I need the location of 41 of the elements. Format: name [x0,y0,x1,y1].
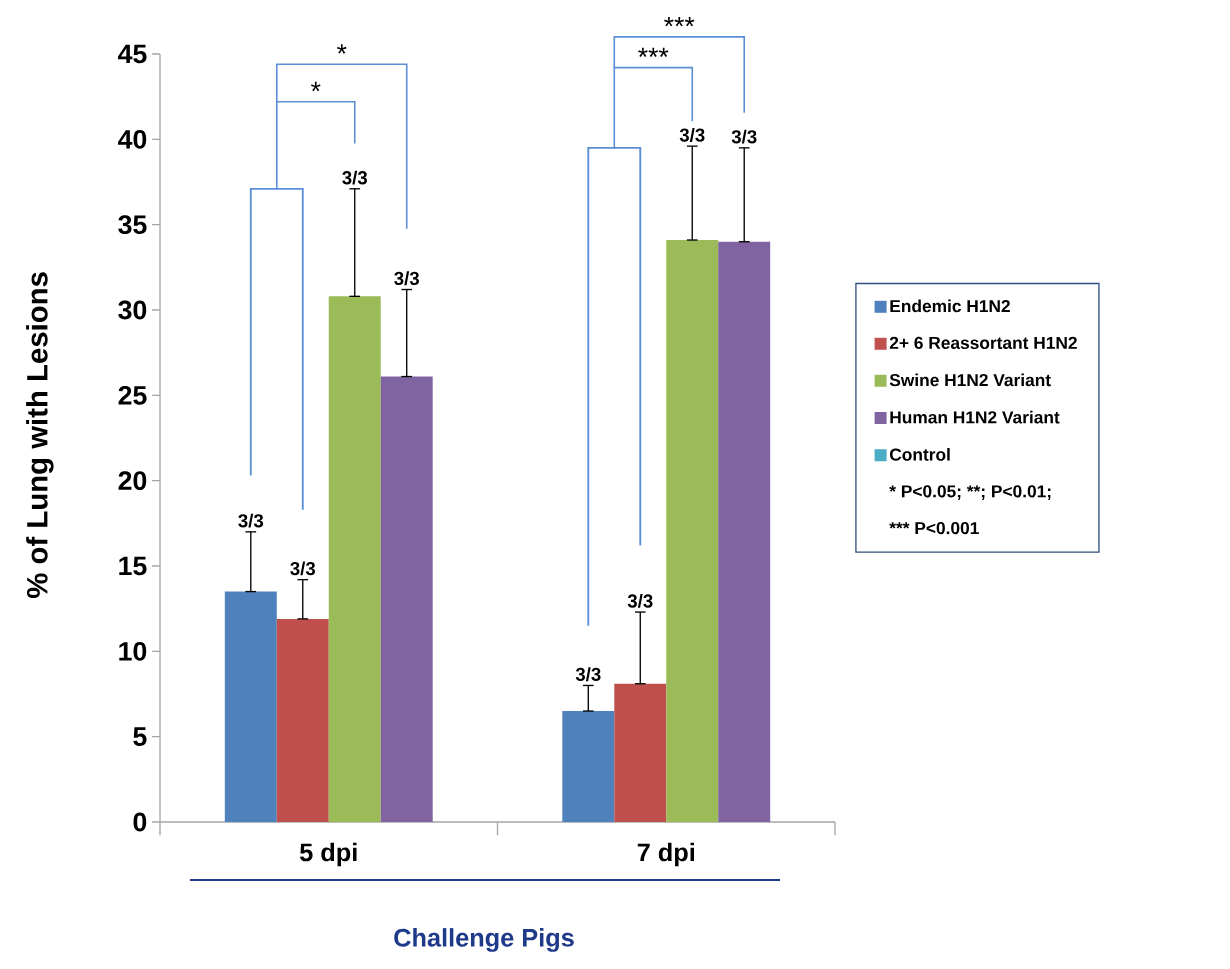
annotation: 3/3 [238,513,264,528]
annotation: * [311,81,321,92]
legend-label: 2+ 6 Reassortant H1N2 [889,336,1077,350]
legend-label: Swine H1N2 Variant [889,373,1051,387]
y-tick-label: 10 [119,641,147,661]
annotation: 3/3 [627,593,653,608]
y-tick-label: 30 [118,300,147,320]
y-tick-label: 15 [119,556,147,576]
x-tick-label: 7 dpi [637,842,695,867]
bar [380,376,433,822]
x-axis-title: Challenge Pigs [394,928,574,952]
annotation: 3/3 [290,561,316,576]
bar [614,683,667,822]
bar [666,240,719,822]
legend-label: Control [889,447,950,461]
legend-label: Human H1N2 Variant [890,410,1060,424]
bar [276,618,329,822]
y-tick-label: 5 [133,727,147,746]
y-tick-label: 20 [118,471,147,491]
text: *** [664,16,695,27]
y-tick-label: 35 [118,215,147,235]
y-tick-label: 25 [118,385,147,405]
bar [328,296,381,822]
text: * P<0.05; **; P<0.01; [889,485,1051,500]
annotation: 3/3 [575,667,601,682]
y-tick-label: 45 [118,44,147,64]
legend-label: Endemic H1N2 [890,299,1010,313]
annotation: 3/3 [394,271,420,286]
bar [224,591,277,822]
text: * [337,44,347,54]
x-tick-label: 5 dpi [299,842,357,867]
annotation: 3/3 [342,170,368,185]
y-tick-label: 40 [118,129,147,149]
y-axis-title: % of Lung with Lesions [26,272,54,598]
y-tick-label: 0 [133,812,147,832]
annotation: 3/3 [679,127,705,142]
bar [718,241,771,822]
annotation: *** [638,47,669,58]
text: *** P<0.001 [889,521,979,535]
annotation: 3/3 [731,129,757,144]
bar [562,711,615,822]
